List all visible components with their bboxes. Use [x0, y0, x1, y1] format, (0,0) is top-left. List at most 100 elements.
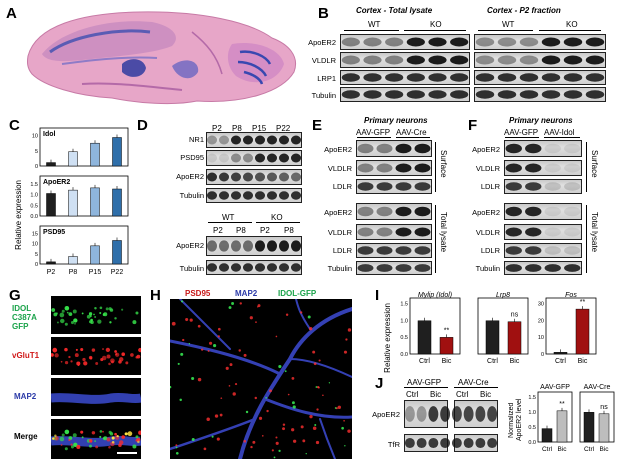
i-bar — [417, 320, 432, 355]
d-group-wt: WT — [222, 213, 235, 222]
j-col-2: Ctrl — [456, 390, 469, 399]
j-subplot-frame — [579, 391, 615, 443]
e-surface-bracket — [435, 142, 436, 192]
punctum — [121, 435, 126, 439]
blot-band — [385, 73, 404, 82]
punctum — [291, 428, 295, 432]
punctum — [243, 439, 247, 443]
blot-band — [450, 37, 469, 47]
punctum — [60, 318, 65, 324]
c-tick-label: 1.0 — [30, 193, 38, 199]
panel-label-d: D — [137, 117, 148, 134]
punctum — [121, 308, 124, 311]
e-blot-s1 — [356, 160, 432, 176]
punctum — [102, 348, 104, 350]
blot-band — [206, 240, 218, 252]
punctum — [105, 307, 109, 311]
punctum — [72, 309, 77, 314]
i-tick-label: 30 — [538, 302, 544, 308]
blot-band — [406, 37, 425, 47]
blot-band — [230, 263, 242, 272]
blot-band — [357, 206, 374, 217]
punctum — [61, 309, 65, 313]
e-srow-0: ApoER2 — [324, 145, 352, 154]
blot-band — [544, 182, 561, 191]
e-trow-3: Tubulin — [327, 264, 352, 273]
d-col-2: P15 — [252, 124, 267, 133]
punctum — [132, 444, 137, 449]
i-tick-label: 0.0 — [400, 352, 408, 358]
punctum — [64, 361, 69, 365]
blot-band — [254, 153, 266, 163]
punctum — [91, 431, 96, 435]
blot-band — [525, 206, 542, 217]
c-bar — [112, 240, 122, 265]
punctum — [175, 451, 179, 455]
blot-band — [242, 240, 254, 252]
c-tick-label: 5 — [35, 149, 38, 155]
punctum — [265, 397, 267, 399]
punctum — [51, 308, 56, 312]
b-ko-bracket-left — [404, 30, 466, 31]
blot-band — [376, 264, 393, 272]
punctum — [115, 353, 118, 356]
punctum — [64, 347, 68, 352]
punctum — [292, 439, 297, 443]
blot-band — [497, 90, 517, 99]
d-bcol-2: P2 — [260, 226, 270, 235]
h-label-map2: MAP2 — [235, 289, 258, 298]
blot-band — [278, 263, 290, 272]
i-tick-label: 20 — [538, 318, 544, 324]
c-chart: Idol 0 5 10 ApoER2 0.0 0.5 1.0 1.5 PSD95 0 5 10 15 P2 P… — [30, 127, 129, 276]
i-subplot-frame — [545, 297, 597, 355]
c-bar — [90, 187, 100, 217]
punctum — [61, 433, 65, 437]
i-ylabel: Relative expression — [383, 303, 392, 373]
blot-band — [242, 153, 254, 163]
blot-band — [564, 246, 581, 255]
blot-band — [525, 163, 542, 173]
punctum — [99, 312, 102, 315]
blot-band — [463, 406, 474, 422]
blot-band — [266, 263, 278, 272]
punctum — [59, 312, 65, 318]
punctum — [59, 436, 65, 442]
b-wt-right: WT — [502, 20, 515, 29]
f-side-surface: Surface — [590, 150, 599, 178]
blot-band — [278, 240, 290, 252]
punctum — [180, 352, 184, 356]
j-category-label: Ctrl — [542, 446, 553, 453]
f-col-1: AAV-Idol — [544, 128, 575, 137]
blot-band — [505, 163, 522, 173]
punctum — [125, 361, 129, 365]
punctum — [91, 348, 96, 352]
punctum — [121, 352, 126, 356]
blot-band — [544, 143, 561, 154]
punctum — [106, 437, 111, 442]
j-bar — [598, 413, 610, 443]
f-blot-t3 — [504, 261, 582, 275]
j-subplot-title: AAV-Cre — [584, 384, 611, 391]
punctum — [261, 435, 264, 437]
punctum — [54, 353, 59, 358]
blot-band — [505, 246, 522, 255]
d-bands-bottom — [206, 240, 302, 272]
blot-band — [585, 73, 605, 82]
punctum — [114, 350, 117, 353]
punctum — [111, 440, 115, 444]
punctum — [105, 347, 111, 353]
c-bar — [46, 193, 56, 217]
e-blot-s0 — [356, 140, 432, 157]
j-group-gfp: AAV-GFP — [407, 378, 442, 387]
blot-band — [385, 37, 404, 47]
punctum — [315, 386, 318, 388]
punctum — [243, 353, 247, 357]
punctum — [52, 347, 58, 353]
d-wt-bracket — [208, 222, 252, 223]
blot-band — [519, 55, 539, 65]
f-bands — [505, 143, 581, 272]
punctum — [305, 453, 307, 455]
punctum — [271, 449, 274, 452]
i-category-label: Ctrl — [555, 358, 566, 365]
punctum — [228, 385, 231, 387]
